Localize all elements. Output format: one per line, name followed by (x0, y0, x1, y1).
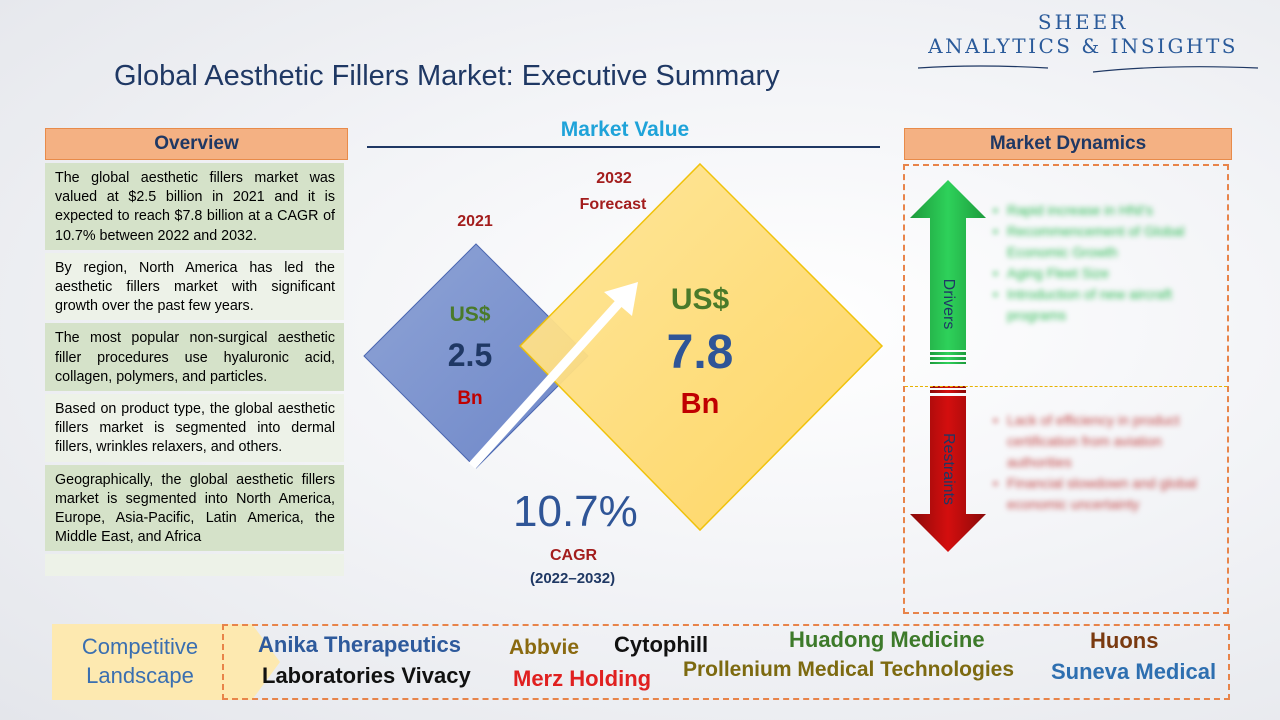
driver-item: Introduction of new aircraft programs (993, 284, 1218, 326)
brand-line2: ANALYTICS & INSIGHTS (928, 34, 1238, 58)
driver-item: Recommencement of Global Economic Growth (993, 221, 1218, 263)
market-value-divider (367, 146, 880, 148)
overview-item: The most popular non-surgical aesthetic … (45, 323, 344, 392)
overview-list: The global aesthetic fillers market was … (45, 163, 344, 577)
restraints-list: Lack of efficiency in product certificat… (993, 410, 1218, 515)
company-name: Suneva Medical (1051, 659, 1217, 684)
cagr-range: (2022–2032) (530, 570, 616, 587)
drivers-list: Rapid increase in HNI's Recommencement o… (993, 200, 1218, 326)
brand-logo: SHEER ANALYTICS & INSIGHTS (918, 10, 1259, 73)
restraint-item: Financial slowdown and global economic u… (993, 473, 1218, 515)
cagr-label: CAGR (550, 547, 598, 564)
dynamics-divider (905, 386, 1227, 387)
drivers-arrow-icon (910, 180, 986, 364)
market-dynamics-header: Market Dynamics (904, 128, 1232, 160)
drivers-label: Drivers (940, 278, 957, 330)
overview-header: Overview (45, 128, 348, 160)
year-2032-label: 2032 (596, 170, 632, 187)
overview-item: By region, North America has led the aes… (45, 252, 344, 321)
company-name: Prollenium Medical Technologies (683, 658, 1015, 681)
currency-2021: US$ (449, 303, 491, 326)
drivers-label-wrap: Drivers (938, 265, 958, 345)
diamond-2032 (518, 162, 884, 532)
company-name: Cytophill (614, 632, 709, 657)
competitive-landscape-label: Competitive Landscape (52, 632, 228, 690)
brand-line1: SHEER (1037, 10, 1129, 34)
market-dynamics-panel (903, 164, 1229, 614)
landscape-label-line1: Competitive (81, 634, 199, 659)
year-2021-label: 2021 (457, 213, 493, 230)
value-2021: 2.5 (447, 337, 493, 373)
unit-2032: Bn (680, 388, 720, 420)
brand-swash-icon (918, 65, 1259, 73)
company-name: Merz Holding (513, 666, 652, 691)
company-name: Huons (1090, 628, 1159, 653)
company-name: Abbvie (509, 636, 580, 659)
overview-item: Geographically, the global aesthetic fil… (45, 464, 344, 552)
overview-item: The global aesthetic fillers market was … (45, 163, 344, 250)
page-title: Global Aesthetic Fillers Market: Executi… (114, 60, 780, 92)
company-name: Laboratories Vivacy (262, 663, 471, 688)
competitive-landscape-panel (222, 624, 1230, 700)
landscape-label-line2: Landscape (86, 663, 194, 688)
driver-item: Rapid increase in HNI's (993, 200, 1218, 221)
forecast-label: Forecast (579, 196, 647, 213)
restraints-label: Restraints (940, 432, 957, 506)
company-name: Huadong Medicine (789, 627, 985, 652)
growth-arrow-icon (468, 282, 638, 470)
restraint-item: Lack of efficiency in product certificat… (993, 410, 1218, 473)
overview-spacer (45, 554, 344, 577)
value-2032: 7.8 (666, 326, 734, 379)
restraints-arrow-icon (910, 386, 986, 552)
company-name: Anika Therapeutics (258, 632, 461, 657)
market-value-header: Market Value (560, 118, 690, 141)
driver-item: Aging Fleet Size (993, 263, 1218, 284)
unit-2021: Bn (457, 388, 483, 409)
overview-item: Based on product type, the global aesthe… (45, 394, 344, 462)
cagr-value: 10.7% (513, 487, 638, 536)
currency-2032: US$ (670, 283, 730, 316)
restraints-label-wrap: Restraints (938, 430, 958, 510)
